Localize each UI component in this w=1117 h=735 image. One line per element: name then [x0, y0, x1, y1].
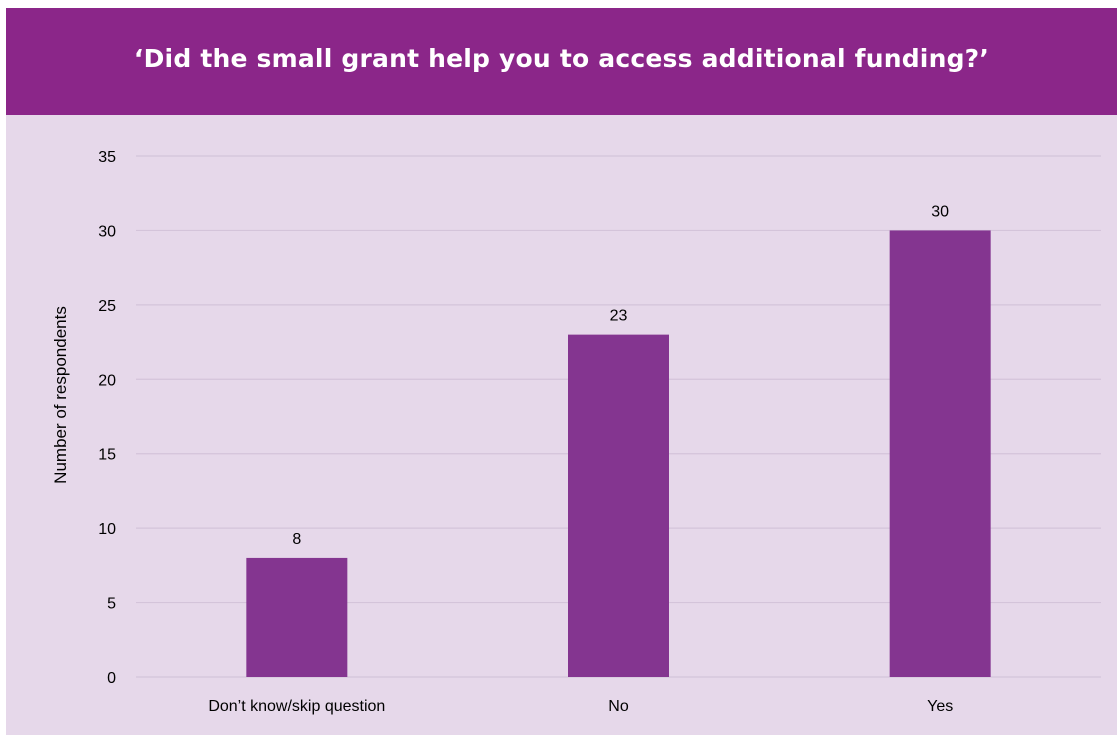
data-label: 8	[292, 531, 301, 548]
y-tick-label: 10	[98, 521, 116, 538]
bar	[246, 557, 348, 677]
y-axis-ticks: 0 5 10 15 20 25 30 35	[98, 149, 116, 687]
bar	[568, 334, 669, 677]
y-tick-label: 5	[107, 596, 116, 613]
chart-header: ‘Did the small grant help you to access …	[6, 8, 1117, 115]
y-tick-label: 20	[98, 372, 116, 389]
chart-title: ‘Did the small grant help you to access …	[133, 44, 990, 73]
y-tick-label: 15	[98, 447, 116, 464]
data-labels: 8 23 30	[292, 203, 949, 547]
data-label: 23	[610, 308, 628, 325]
x-axis-categories: Don’t know/skip question No Yes	[208, 698, 953, 715]
data-label: 30	[931, 203, 949, 220]
y-axis-title: Number of respondents	[51, 306, 70, 484]
y-tick-label: 35	[98, 149, 116, 166]
bars	[246, 230, 991, 677]
y-tick-label: 25	[98, 298, 116, 315]
y-tick-label: 0	[107, 670, 116, 687]
x-category-label: No	[608, 698, 629, 715]
x-category-label: Yes	[927, 698, 953, 715]
x-category-label: Don’t know/skip question	[208, 698, 385, 715]
y-tick-label: 30	[98, 223, 116, 240]
bar	[889, 230, 991, 677]
